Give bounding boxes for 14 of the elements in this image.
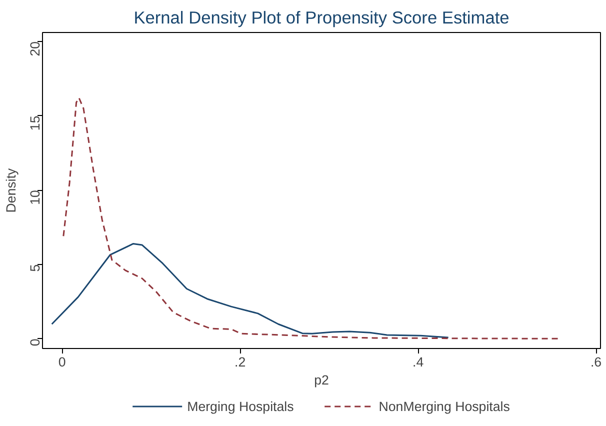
chart-title: Kernal Density Plot of Propensity Score Estimate (134, 8, 510, 28)
y-tick-label: 10 (28, 190, 42, 205)
y-axis-title: Density (4, 168, 18, 213)
y-tick-label: 5 (28, 264, 42, 272)
x-axis-title: p2 (314, 372, 329, 388)
legend-label: NonMerging Hospitals (378, 398, 510, 414)
y-tick-label: 0 (28, 338, 42, 346)
legend-label: Merging Hospitals (187, 398, 294, 414)
x-tick-label: .2 (234, 354, 246, 370)
x-tick-label: .4 (412, 354, 424, 370)
y-tick-label: 20 (28, 41, 42, 56)
x-tick-label: .6 (590, 354, 602, 370)
x-tick-label: 0 (58, 354, 66, 370)
y-tick-label: 15 (28, 116, 42, 131)
